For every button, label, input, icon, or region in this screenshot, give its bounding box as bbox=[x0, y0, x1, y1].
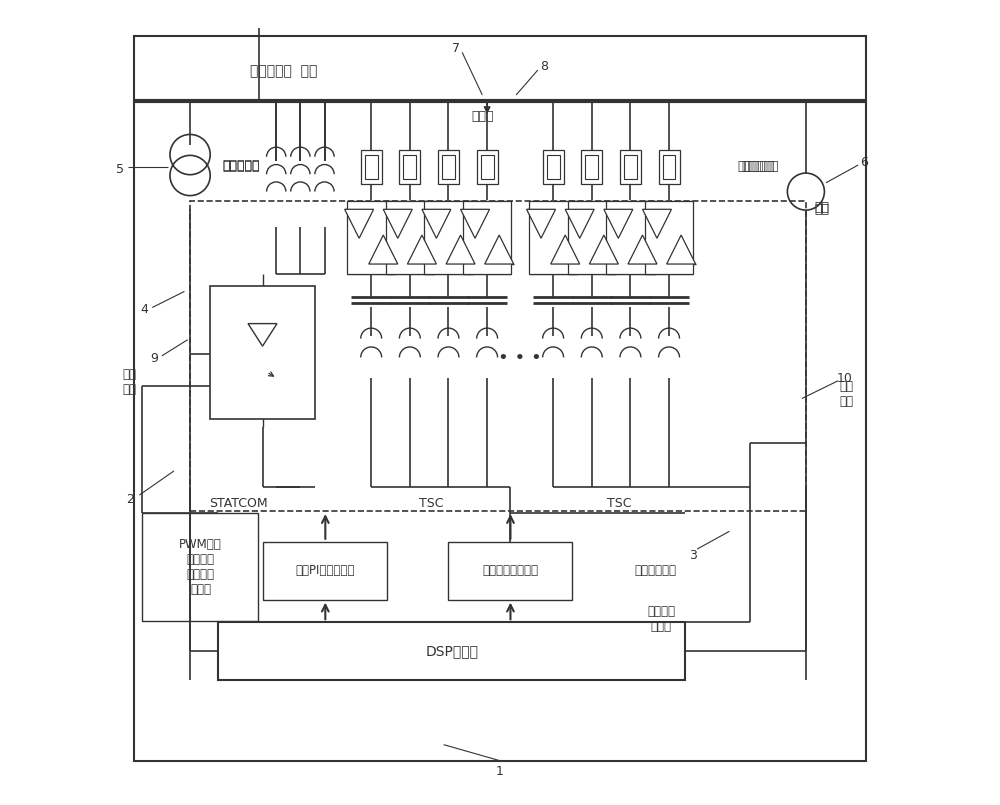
Text: DSP控制器: DSP控制器 bbox=[425, 644, 478, 658]
Polygon shape bbox=[604, 209, 633, 238]
Text: 电流互感器: 电流互感器 bbox=[737, 160, 775, 173]
Bar bbox=[477, 150, 498, 184]
Text: 5: 5 bbox=[116, 163, 124, 175]
Bar bbox=[399, 150, 420, 184]
Bar bbox=[263, 542, 387, 600]
Bar bbox=[663, 155, 675, 179]
Text: 电压互感器: 电压互感器 bbox=[222, 160, 260, 173]
Bar bbox=[529, 201, 577, 274]
Text: 2: 2 bbox=[126, 493, 134, 506]
Bar bbox=[386, 201, 434, 274]
Bar bbox=[463, 201, 511, 274]
Text: TSC: TSC bbox=[607, 497, 631, 510]
Polygon shape bbox=[446, 235, 475, 264]
Bar bbox=[448, 542, 572, 600]
Bar bbox=[438, 150, 459, 184]
Text: TSC: TSC bbox=[419, 497, 444, 510]
Text: 4: 4 bbox=[140, 303, 148, 316]
Bar bbox=[481, 155, 494, 179]
Text: 9: 9 bbox=[150, 352, 158, 365]
Text: 电流互感器: 电流互感器 bbox=[742, 160, 779, 173]
Text: PWM信号
静止无功
补偿器输
出电流: PWM信号 静止无功 补偿器输 出电流 bbox=[179, 538, 222, 596]
Bar bbox=[424, 201, 473, 274]
Bar bbox=[620, 150, 641, 184]
Bar bbox=[581, 150, 602, 184]
Text: 电容器循环控制器: 电容器循环控制器 bbox=[482, 564, 538, 577]
Text: 负载: 负载 bbox=[815, 201, 830, 214]
Text: • • •: • • • bbox=[498, 349, 542, 367]
Bar bbox=[403, 155, 416, 179]
Polygon shape bbox=[461, 209, 490, 238]
Text: 1: 1 bbox=[496, 765, 504, 778]
Bar bbox=[210, 286, 315, 419]
Polygon shape bbox=[422, 209, 451, 238]
Bar bbox=[624, 155, 637, 179]
Bar bbox=[606, 201, 655, 274]
Text: 电容投切信号: 电容投切信号 bbox=[634, 564, 676, 577]
Bar bbox=[347, 201, 395, 274]
Bar bbox=[218, 622, 685, 680]
Polygon shape bbox=[589, 235, 618, 264]
Polygon shape bbox=[383, 209, 412, 238]
Bar bbox=[585, 155, 598, 179]
Text: 电压互感器: 电压互感器 bbox=[222, 159, 260, 171]
Bar bbox=[365, 155, 378, 179]
Text: 10: 10 bbox=[837, 372, 852, 385]
Polygon shape bbox=[369, 235, 398, 264]
Text: 电容器输
出电流: 电容器输 出电流 bbox=[647, 605, 675, 633]
Text: 6: 6 bbox=[860, 156, 868, 169]
Polygon shape bbox=[248, 324, 277, 346]
Polygon shape bbox=[527, 209, 556, 238]
Text: 3: 3 bbox=[689, 549, 697, 562]
Polygon shape bbox=[551, 235, 580, 264]
Bar bbox=[568, 201, 616, 274]
Bar bbox=[659, 150, 680, 184]
Text: STATCOM: STATCOM bbox=[209, 497, 268, 510]
Polygon shape bbox=[345, 209, 374, 238]
Text: 8: 8 bbox=[540, 60, 548, 72]
Polygon shape bbox=[628, 235, 657, 264]
Bar bbox=[547, 155, 560, 179]
Polygon shape bbox=[407, 235, 436, 264]
Text: 7: 7 bbox=[452, 42, 460, 55]
Bar bbox=[645, 201, 693, 274]
Text: 低压侧供电  母线: 低压侧供电 母线 bbox=[250, 64, 318, 78]
Bar bbox=[543, 150, 564, 184]
Text: 电网
电压: 电网 电压 bbox=[123, 369, 137, 396]
Polygon shape bbox=[667, 235, 696, 264]
Text: 模拟PI解耦控制器: 模拟PI解耦控制器 bbox=[296, 564, 355, 577]
Text: 负载: 负载 bbox=[815, 203, 830, 216]
Bar bbox=[190, 201, 806, 511]
Bar bbox=[361, 150, 382, 184]
Bar bbox=[442, 155, 455, 179]
Bar bbox=[142, 513, 258, 621]
Polygon shape bbox=[565, 209, 594, 238]
Polygon shape bbox=[485, 235, 514, 264]
Text: 负载
电流: 负载 电流 bbox=[839, 381, 853, 408]
Polygon shape bbox=[642, 209, 671, 238]
Text: 开关柜: 开关柜 bbox=[472, 110, 494, 123]
